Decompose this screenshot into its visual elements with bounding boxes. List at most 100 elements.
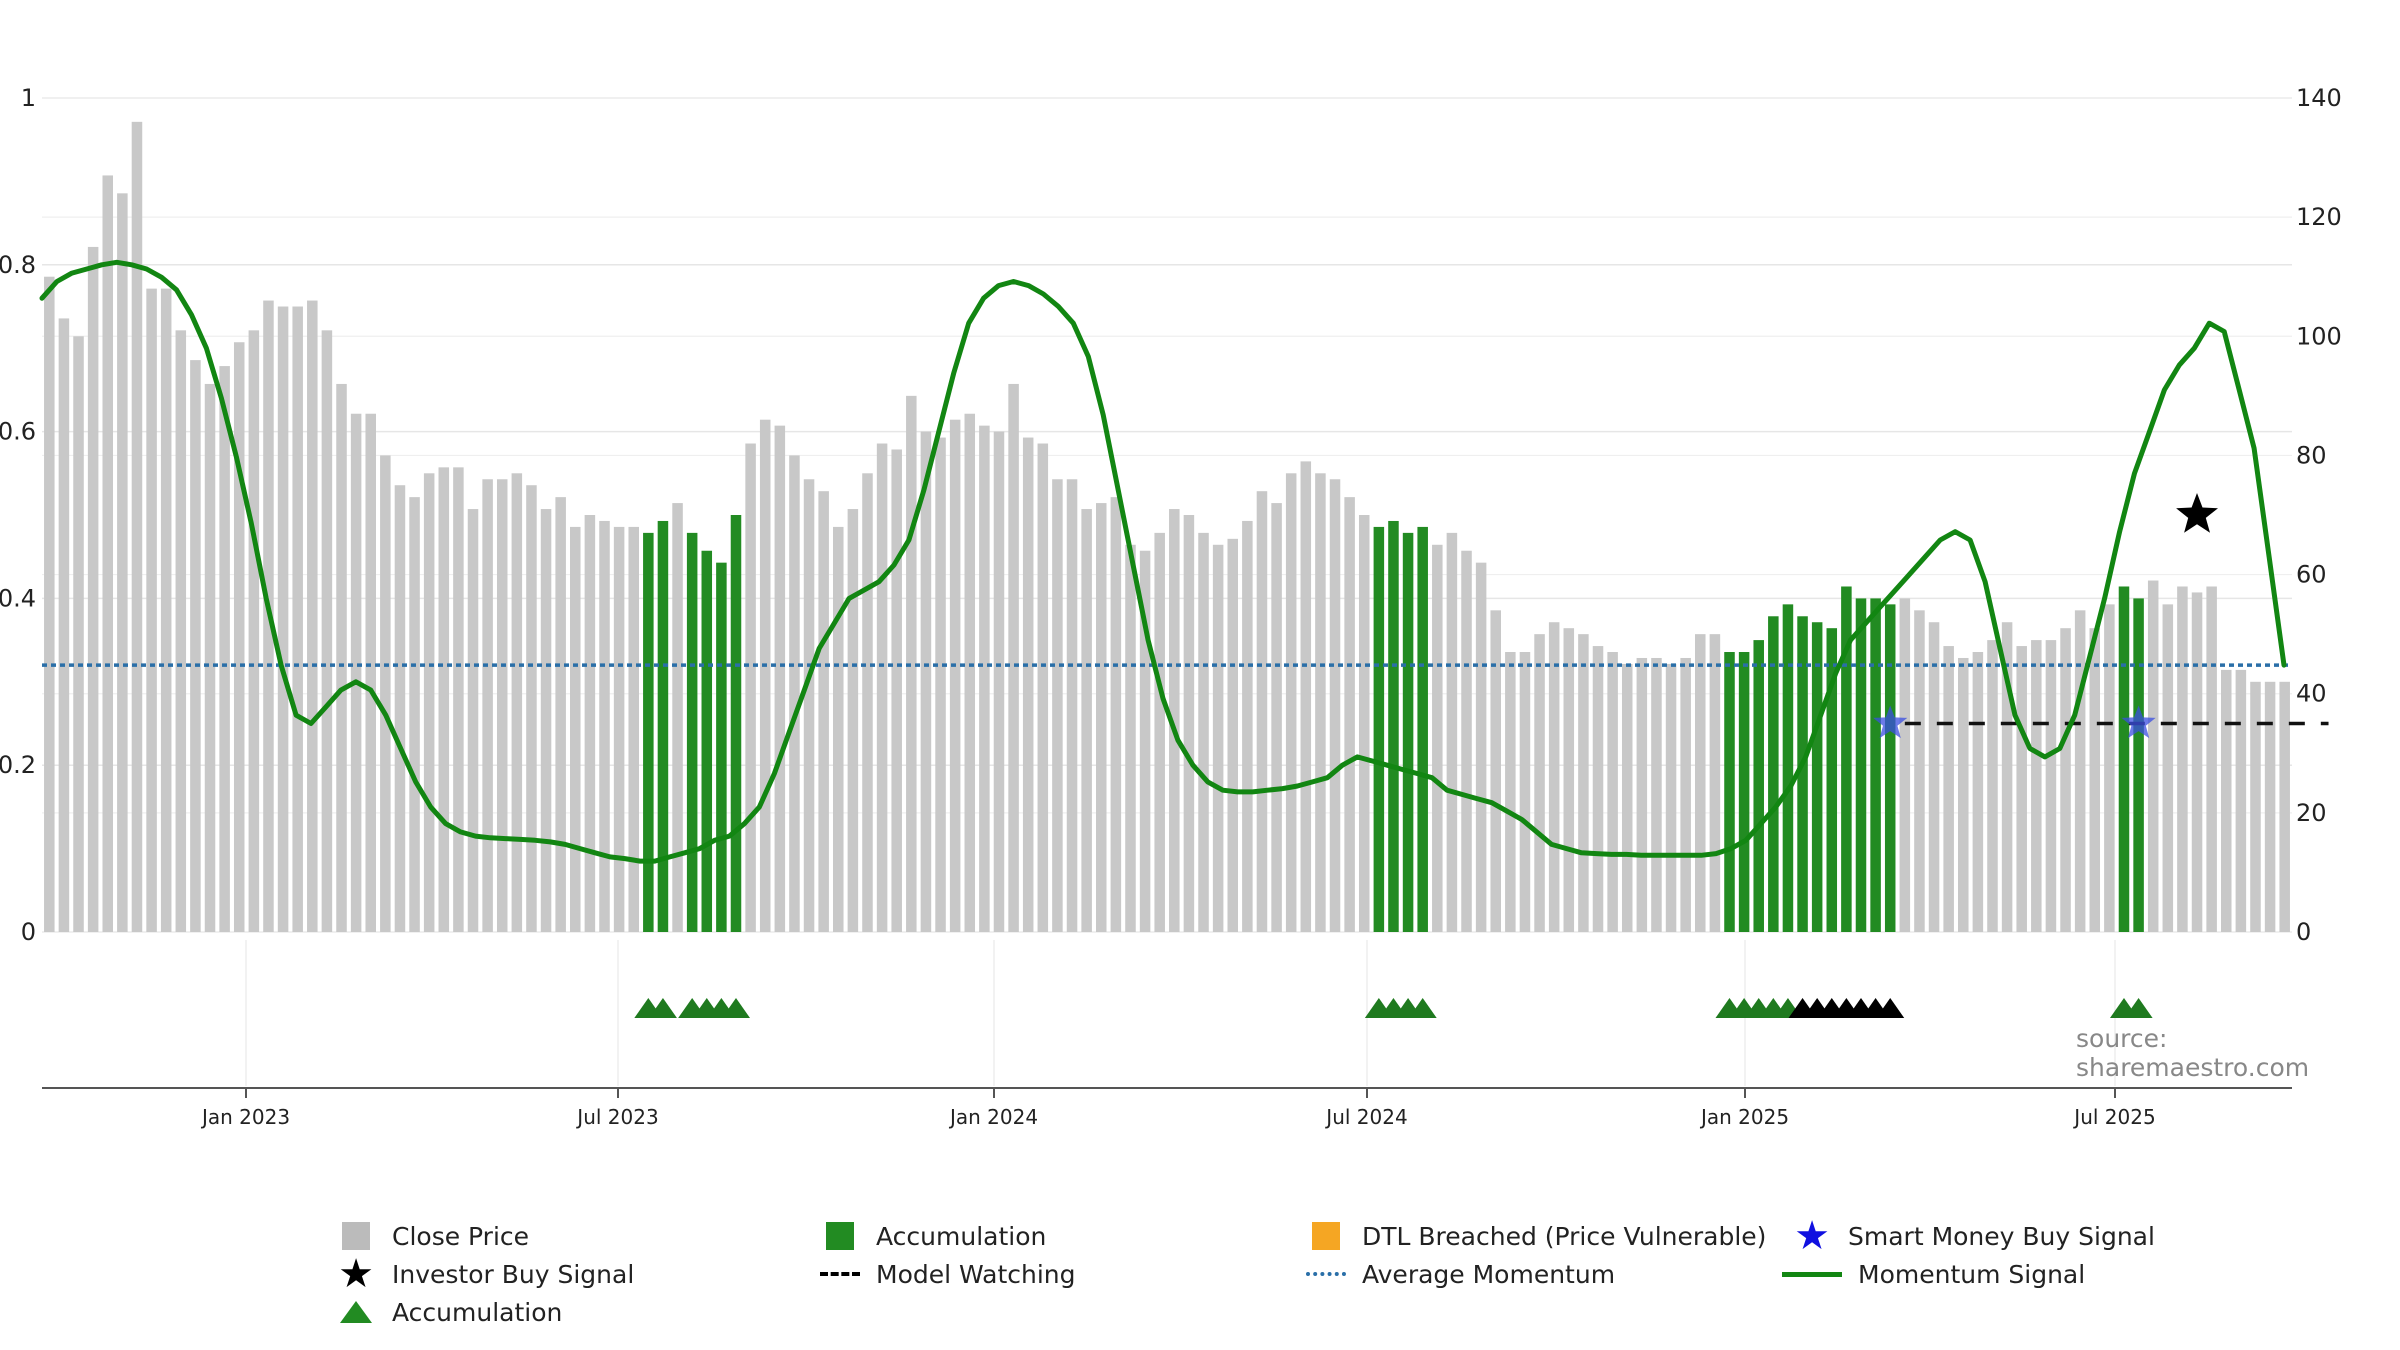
- price-bar: [1578, 634, 1589, 932]
- left-tick-label: 0.6: [0, 418, 36, 446]
- price-bar: [1139, 550, 1151, 932]
- price-bar: [555, 497, 566, 932]
- price-bar: [1402, 532, 1414, 932]
- left-tick-label: 0.4: [0, 584, 36, 612]
- price-bar: [1095, 503, 1107, 932]
- price-bar: [1052, 479, 1063, 932]
- price-bar: [891, 449, 902, 932]
- price-bar: [1972, 652, 1984, 932]
- price-bar: [906, 395, 917, 932]
- price-bar: [1315, 473, 1326, 932]
- price-bar: [1753, 640, 1764, 932]
- x-tick-label: Jan 2024: [948, 1105, 1038, 1129]
- price-bar: [175, 330, 187, 932]
- price-bar: [2250, 681, 2261, 932]
- price-bar: [876, 443, 888, 932]
- price-bar: [1636, 657, 1648, 932]
- price-bar: [190, 360, 201, 933]
- price-bar: [540, 509, 552, 932]
- price-bar: [657, 520, 669, 932]
- price-bar: [1914, 610, 1925, 932]
- price-bar: [1607, 652, 1618, 932]
- price-bar: [1782, 604, 1794, 932]
- price-bar: [1592, 646, 1604, 932]
- price-bar: [847, 509, 859, 932]
- price-bar: [1008, 383, 1019, 932]
- price-bar: [920, 431, 932, 932]
- price-bar: [774, 425, 786, 932]
- right-axis-ticks: 0 20 40 60 80 100 120 140: [2296, 84, 2342, 946]
- price-bar: [1680, 657, 1691, 932]
- price-bar: [58, 318, 70, 932]
- right-tick-label: 0: [2296, 918, 2311, 946]
- price-bar: [2031, 640, 2042, 932]
- price-bar: [1987, 640, 1998, 932]
- price-bar: [87, 246, 99, 932]
- price-bar: [1943, 646, 1954, 932]
- price-bar: [1388, 520, 1399, 932]
- price-bar: [277, 306, 289, 932]
- right-tick-label: 80: [2296, 441, 2327, 469]
- momentum-line: [39, 259, 2287, 864]
- price-bar: [1665, 663, 1677, 932]
- price-bar: [1724, 652, 1735, 932]
- right-tick-label: 40: [2296, 680, 2327, 708]
- smart-money-buy-star-icon: [1873, 705, 1908, 739]
- price-bar: [1651, 657, 1662, 932]
- price-bar: [1154, 532, 1165, 932]
- price-bar: [993, 431, 1005, 932]
- price-bar: [233, 342, 245, 932]
- price-bar: [745, 443, 756, 932]
- price-bar: [2118, 586, 2130, 932]
- price-bar: [2133, 598, 2144, 932]
- price-bar: [511, 473, 523, 932]
- price-bar: [117, 193, 128, 933]
- price-bar: [1870, 598, 1881, 932]
- price-bar: [1432, 544, 1443, 932]
- price-bar: [2177, 586, 2188, 932]
- price-bar: [584, 515, 596, 932]
- price-bar: [2191, 592, 2203, 932]
- price-bar: [628, 526, 639, 932]
- price-bar: [613, 526, 625, 932]
- price-bar: [833, 526, 844, 932]
- price-bar: [1519, 652, 1531, 932]
- price-bar: [2104, 604, 2115, 932]
- price-bar: [146, 288, 157, 933]
- price-bar: [1022, 437, 1034, 932]
- left-tick-label: 1: [21, 84, 36, 112]
- price-bar: [1110, 497, 1122, 932]
- price-bar: [1373, 526, 1385, 932]
- gridlines: [42, 97, 2292, 1086]
- price-bar: [1212, 544, 1224, 932]
- price-bar: [1811, 622, 1823, 932]
- price-bar: [453, 467, 464, 932]
- price-bar: [204, 383, 216, 932]
- price-bar: [643, 532, 654, 932]
- price-bar: [1358, 515, 1370, 932]
- right-tick-label: 100: [2296, 322, 2342, 350]
- price-bar: [248, 330, 260, 932]
- price-bar: [2147, 580, 2159, 932]
- price-bar: [1621, 663, 1633, 932]
- price-bar: [44, 276, 55, 932]
- source-watermark: source: sharemaestro.com: [2076, 1024, 2310, 1082]
- price-bar: [131, 121, 143, 933]
- x-tick-label: Jul 2023: [575, 1105, 658, 1129]
- price-bar: [1256, 491, 1268, 932]
- price-bar: [380, 455, 391, 932]
- price-bar: [1490, 610, 1501, 932]
- price-bar: [964, 413, 976, 932]
- x-tick-label: Jul 2024: [1324, 1105, 1407, 1129]
- price-bar: [394, 485, 406, 932]
- price-bar: [789, 455, 800, 932]
- x-tick-label: Jan 2025: [1699, 1105, 1789, 1129]
- smart-money-buy-star-icon: [2121, 705, 2156, 739]
- price-bar: [1548, 622, 1560, 932]
- price-bar: [1461, 550, 1472, 932]
- price-bar: [292, 306, 303, 932]
- price-bar: [2016, 646, 2027, 932]
- price-bar: [1958, 657, 1969, 932]
- price-bar: [1227, 538, 1239, 932]
- price-bar: [1446, 532, 1458, 932]
